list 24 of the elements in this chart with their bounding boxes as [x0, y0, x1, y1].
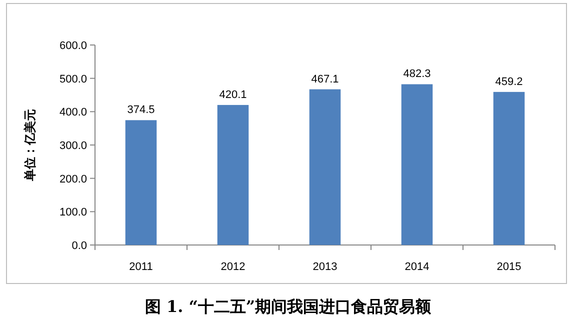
data-label: 374.5 [127, 104, 155, 116]
data-label: 420.1 [219, 88, 247, 101]
bar [401, 84, 433, 245]
y-tick-label: 600.0 [59, 40, 87, 52]
y-tick-label: 100.0 [59, 206, 87, 219]
y-tick-label: 0.0 [72, 240, 87, 252]
x-tick-label: 2013 [312, 261, 338, 273]
bar [217, 104, 249, 245]
y-tick-label: 400.0 [59, 106, 87, 119]
data-label: 459.2 [495, 76, 523, 88]
y-axis-title: 单位：亿美元 [23, 109, 37, 182]
x-tick-label: 2011 [129, 261, 153, 273]
y-tick-label: 300.0 [59, 140, 87, 152]
data-label: 482.3 [403, 68, 431, 80]
y-tick-label: 200.0 [59, 173, 87, 186]
x-tick-label: 2014 [404, 261, 430, 273]
y-tick-label: 500.0 [59, 73, 87, 86]
text: 图 1. “十二五”期间我国进口食品贸易额 [144, 297, 432, 316]
bar [493, 92, 525, 245]
bar [309, 89, 341, 245]
x-tick-label: 2015 [496, 261, 522, 273]
data-label: 467.1 [311, 73, 339, 86]
bar [125, 120, 157, 245]
x-tick-label: 2012 [220, 261, 246, 273]
